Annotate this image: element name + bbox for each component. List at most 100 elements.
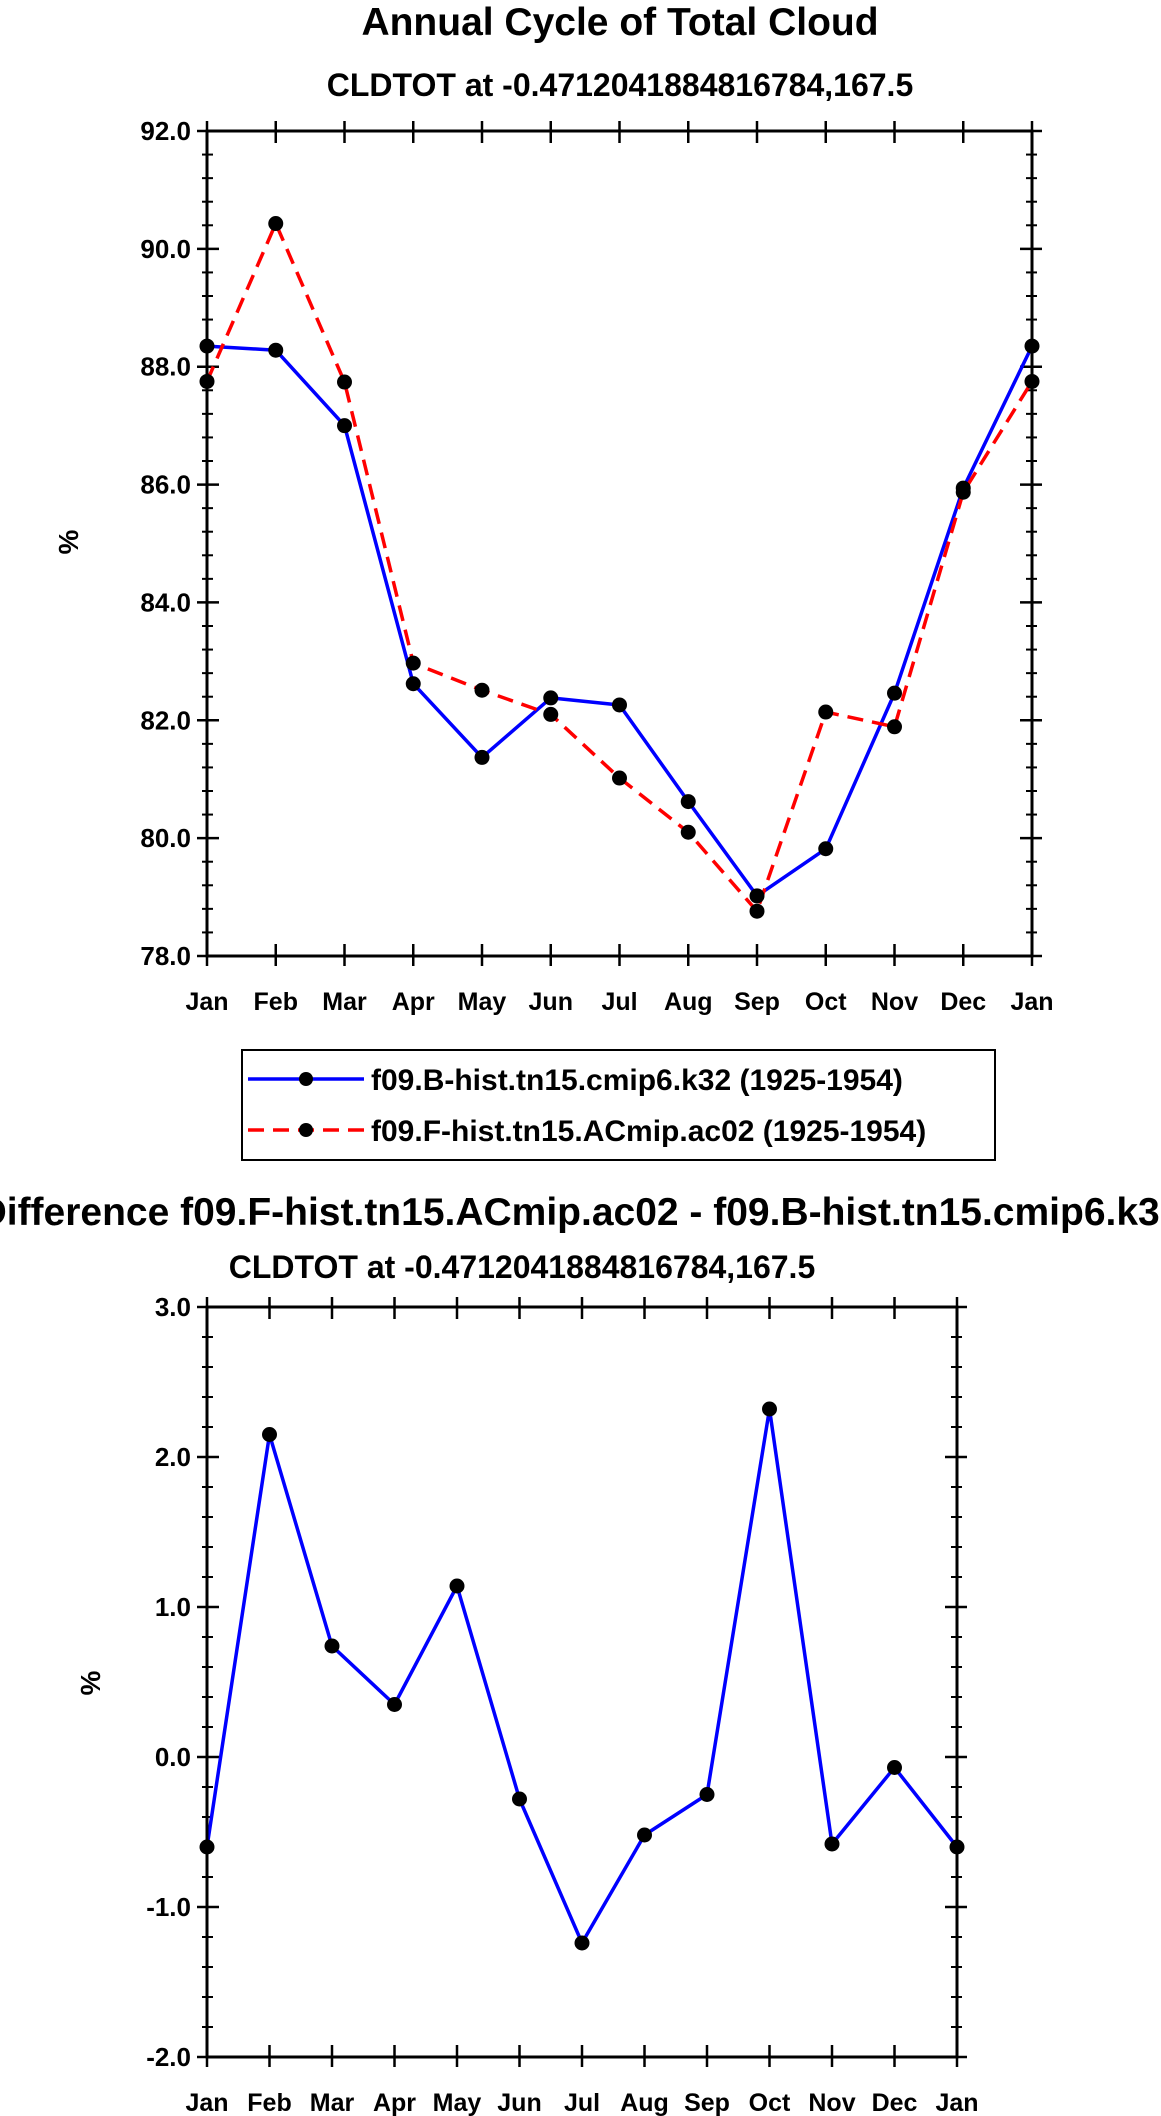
data-point bbox=[680, 794, 696, 810]
x-tick-label: Feb bbox=[254, 988, 298, 1016]
data-point bbox=[612, 770, 627, 786]
chart-title: Difference f09.F-hist.tn15.ACmip.ac02 - … bbox=[0, 1191, 1161, 1234]
y-tick-label: 2.0 bbox=[155, 1442, 191, 1472]
data-point bbox=[337, 418, 352, 434]
data-point bbox=[699, 1787, 715, 1802]
series-line-0 bbox=[205, 1407, 959, 1945]
x-tick-label: Jun bbox=[529, 988, 573, 1016]
legend-label-f-hist: f09.F-hist.tn15.ACmip.ac02 (1925-1954) bbox=[371, 1115, 926, 1148]
plot-frame bbox=[205, 1305, 959, 2059]
data-point bbox=[574, 1935, 590, 1951]
legend-marker-f-hist bbox=[299, 1123, 313, 1137]
data-point bbox=[955, 484, 971, 500]
difference-chart: Difference f09.F-hist.tn15.ACmip.ac02 - … bbox=[0, 1191, 1161, 2116]
x-tick-labels: Jan Feb Mar Apr May Jun Jul Aug Sep Oct Nov Dec Jan bbox=[185, 988, 1053, 1016]
data-point bbox=[474, 749, 490, 765]
legend: f09.B-hist.tn15.cmip6.k32 (1925-1954) f0… bbox=[241, 1049, 996, 1161]
y-tick-label: 90.0 bbox=[140, 234, 191, 264]
x-tick-label: Apr bbox=[373, 2089, 416, 2116]
y-tick-label: 92.0 bbox=[140, 116, 191, 146]
x-tick-label: Oct bbox=[805, 988, 847, 1016]
tick-marks bbox=[197, 1297, 967, 2067]
x-tick-label: Nov bbox=[808, 2089, 855, 2116]
data-point bbox=[818, 704, 834, 720]
data-point bbox=[449, 1578, 465, 1594]
series-line-0 bbox=[206, 344, 1034, 898]
y-tick-label: -2.0 bbox=[146, 2042, 191, 2072]
data-point bbox=[637, 1827, 652, 1843]
legend-label-b-hist: f09.B-hist.tn15.cmip6.k32 (1925-1954) bbox=[371, 1064, 903, 1097]
tick-marks bbox=[197, 121, 1042, 966]
x-tick-labels: Jan Feb Mar Apr May Jun Jul Aug Sep Oct Nov Dec Jan bbox=[185, 2089, 978, 2116]
data-point bbox=[887, 1760, 902, 1775]
x-tick-label: Jul bbox=[601, 988, 637, 1016]
x-tick-label: May bbox=[433, 2089, 482, 2116]
data-point bbox=[887, 719, 902, 735]
y-tick-label: 78.0 bbox=[140, 941, 191, 971]
y-tick-label: 88.0 bbox=[140, 352, 191, 382]
data-point bbox=[268, 216, 284, 232]
data-point bbox=[612, 697, 627, 713]
series-line-1 bbox=[205, 221, 1034, 913]
y-axis-label: % bbox=[53, 529, 84, 554]
x-tick-label: Aug bbox=[620, 2089, 669, 2116]
y-tick-label: 86.0 bbox=[140, 470, 191, 500]
y-tick-label: 80.0 bbox=[140, 823, 191, 853]
x-tick-label: Apr bbox=[392, 988, 435, 1016]
x-tick-label: Aug bbox=[664, 988, 713, 1016]
chart-title: Annual Cycle of Total Cloud bbox=[361, 1, 878, 44]
data-point bbox=[680, 824, 696, 840]
x-tick-label: Jan bbox=[185, 988, 228, 1016]
x-tick-label: Mar bbox=[310, 2089, 355, 2116]
chart-subtitle: CLDTOT at -0.4712041884816784,167.5 bbox=[327, 67, 913, 103]
x-tick-label: Sep bbox=[684, 2089, 730, 2116]
data-point bbox=[543, 706, 559, 722]
y-tick-label: 1.0 bbox=[155, 1592, 191, 1622]
data-point bbox=[405, 655, 421, 671]
data-point bbox=[405, 676, 421, 692]
series-lines bbox=[205, 221, 1034, 913]
y-tick-label: -1.0 bbox=[146, 1892, 191, 1922]
plot-frame bbox=[205, 129, 1034, 958]
data-point bbox=[262, 1427, 277, 1442]
data-point bbox=[268, 342, 284, 358]
legend-marker-b-hist bbox=[299, 1072, 313, 1086]
data-point bbox=[749, 888, 765, 904]
series-points bbox=[199, 1401, 965, 1951]
data-point bbox=[474, 682, 490, 698]
series-lines bbox=[205, 1407, 959, 1945]
data-point bbox=[543, 690, 559, 706]
x-tick-label: Jan bbox=[185, 2089, 228, 2116]
y-tick-labels: -2.0 -1.0 0.0 1.0 2.0 3.0 bbox=[146, 1292, 191, 2072]
data-point bbox=[512, 1791, 527, 1807]
data-point bbox=[337, 374, 352, 390]
series-points bbox=[199, 216, 1040, 919]
y-tick-label: 82.0 bbox=[140, 705, 191, 735]
data-point bbox=[824, 1836, 840, 1852]
data-point bbox=[387, 1697, 402, 1712]
annual-cycle-chart: Annual Cycle of Total Cloud CLDTOT at -0… bbox=[53, 1, 1054, 1016]
x-tick-label: Jun bbox=[497, 2089, 541, 2116]
x-tick-label: Sep bbox=[734, 988, 780, 1016]
y-tick-labels: 78.0 80.0 82.0 84.0 86.0 88.0 90.0 92.0 bbox=[140, 116, 191, 971]
x-tick-label: May bbox=[458, 988, 507, 1016]
y-axis-label: % bbox=[75, 1670, 106, 1695]
data-point bbox=[762, 1401, 777, 1417]
x-tick-label: Mar bbox=[322, 988, 367, 1016]
legend-box bbox=[241, 1049, 996, 1161]
x-tick-label: Dec bbox=[940, 988, 986, 1016]
data-point bbox=[324, 1638, 340, 1654]
chart-subtitle: CLDTOT at -0.4712041884816784,167.5 bbox=[229, 1249, 815, 1285]
data-point bbox=[749, 903, 765, 919]
x-tick-label: Jan bbox=[935, 2089, 978, 2116]
x-tick-label: Feb bbox=[247, 2089, 291, 2116]
y-tick-label: 0.0 bbox=[155, 1742, 191, 1772]
data-point bbox=[887, 685, 902, 701]
x-tick-label: Dec bbox=[872, 2089, 918, 2116]
x-tick-label: Nov bbox=[871, 988, 918, 1016]
x-tick-label: Jul bbox=[564, 2089, 600, 2116]
y-tick-label: 84.0 bbox=[140, 587, 191, 617]
x-tick-label: Oct bbox=[749, 2089, 791, 2116]
x-tick-label: Jan bbox=[1010, 988, 1053, 1016]
